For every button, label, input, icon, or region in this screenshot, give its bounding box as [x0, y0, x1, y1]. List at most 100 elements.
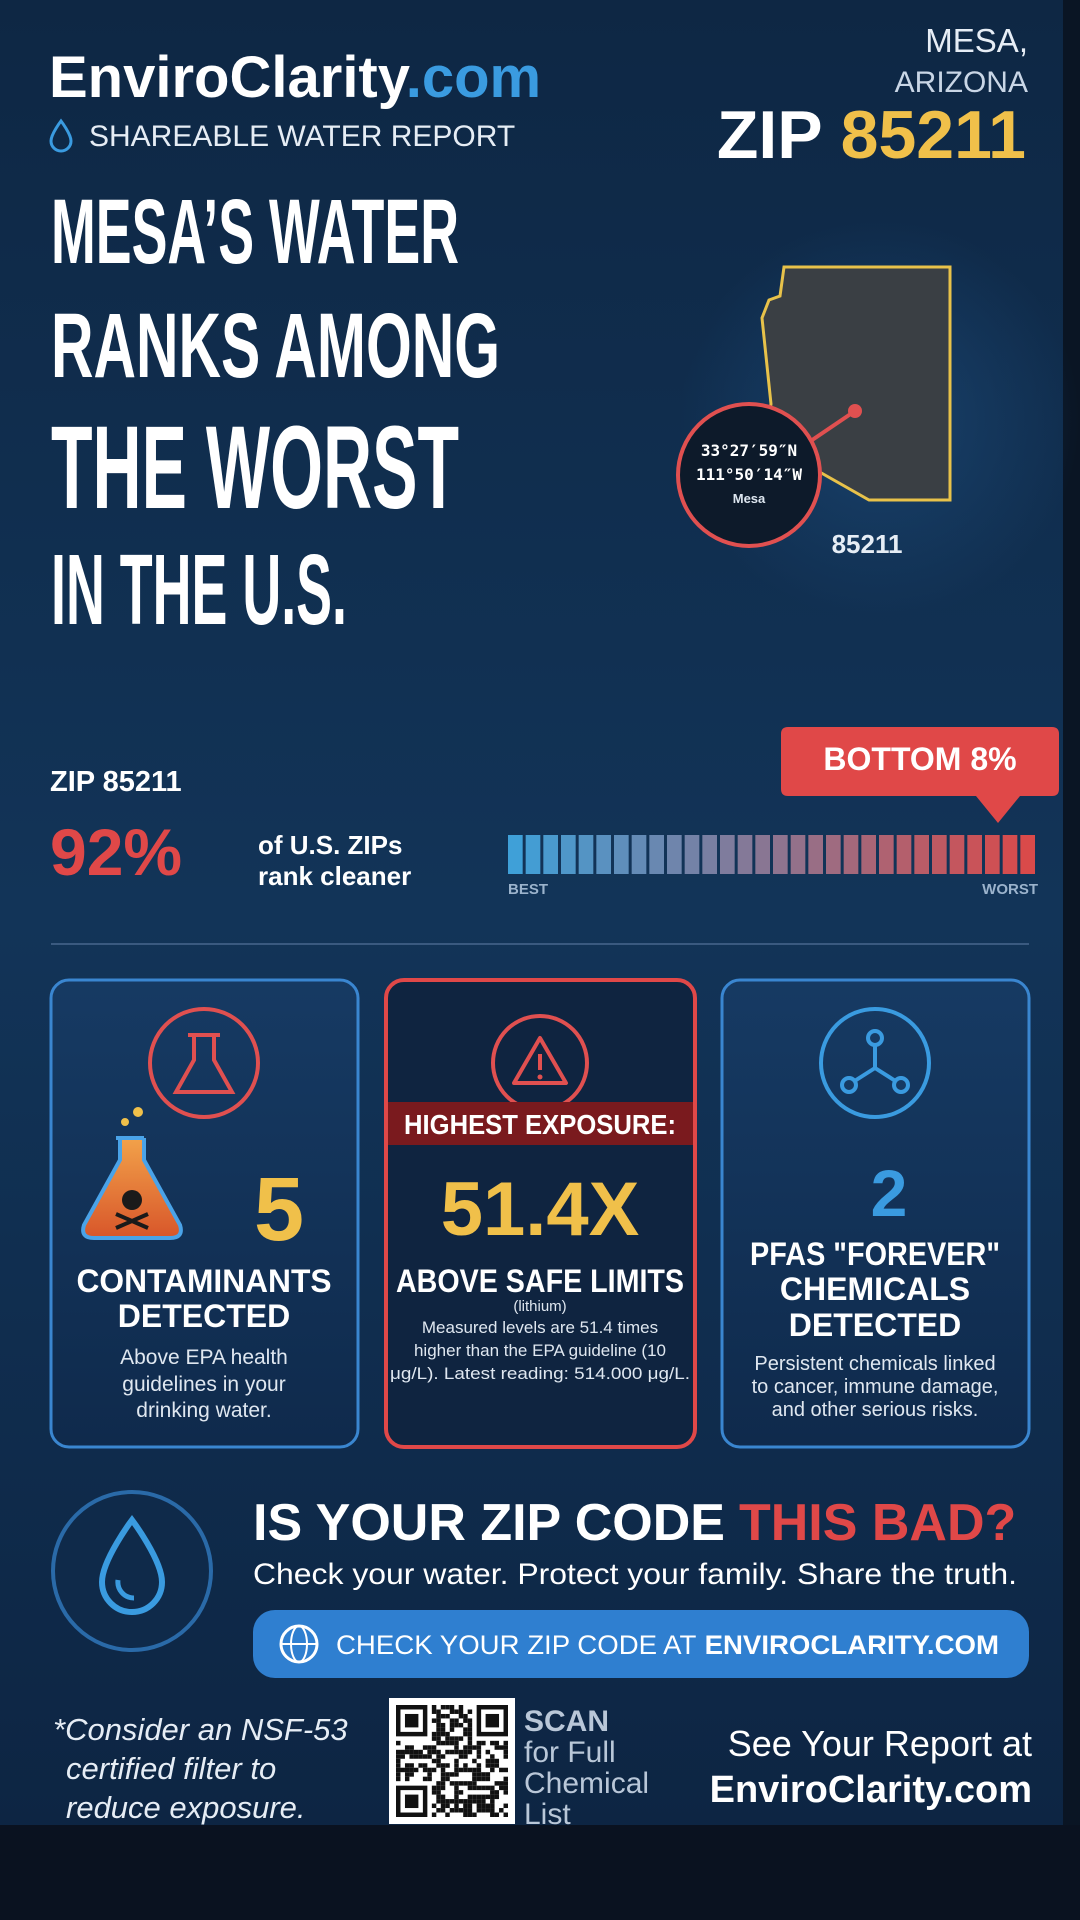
scale-segment: [1020, 835, 1035, 874]
qr-module: [490, 1812, 495, 1817]
cta-button[interactable]: CHECK YOUR ZIP CODE AT ENVIROCLARITY.COM: [253, 1610, 1029, 1678]
qr-module: [431, 1758, 437, 1764]
scale-segment: [861, 835, 876, 874]
qr-module: [467, 1803, 473, 1809]
qr-module: [485, 1758, 491, 1764]
cta-icon: [51, 1490, 213, 1652]
qr-module: [494, 1781, 500, 1786]
scale-segment: [631, 835, 647, 874]
qr-module: [445, 1799, 450, 1804]
ranking-zip: ZIP 85211: [50, 766, 182, 798]
qr-module: [454, 1740, 459, 1746]
qr-module: [481, 1772, 486, 1777]
qr-module: [494, 1790, 500, 1795]
qr-module: [445, 1740, 450, 1746]
longitude: 111°50′14″W: [696, 465, 802, 484]
qr-module: [485, 1803, 491, 1809]
rank-scale: [508, 835, 1035, 874]
qr-module: [458, 1754, 464, 1759]
qr-module: [454, 1763, 459, 1768]
scale-segment: [737, 835, 753, 874]
qr-module: [449, 1781, 455, 1786]
qr-module: [427, 1749, 432, 1755]
qr-module: [404, 1749, 410, 1755]
qr-module: [467, 1812, 473, 1817]
qr-module: [409, 1749, 414, 1755]
qr-module: [472, 1812, 477, 1817]
qr-module: [436, 1722, 441, 1728]
qr-module: [445, 1713, 450, 1719]
scale-segment: [773, 835, 788, 874]
qr-module: [440, 1803, 446, 1809]
scale-segment: [596, 835, 611, 874]
callout-text: BOTTOM 8%: [823, 741, 1016, 777]
qr-module: [400, 1754, 405, 1759]
qr-module: [440, 1772, 446, 1777]
headline-line: IN THE U.S.: [51, 534, 347, 646]
qr-module: [396, 1749, 401, 1755]
qr-module: [440, 1785, 446, 1791]
qr-module: [431, 1812, 437, 1817]
scale-segment: [932, 835, 947, 874]
qr-module: [503, 1812, 508, 1817]
qr-module: [472, 1745, 477, 1750]
qr-module: [413, 1754, 419, 1759]
qr-module: [440, 1776, 446, 1782]
zip-heading: ZIP 85211: [717, 97, 1026, 173]
qr-module: [449, 1709, 455, 1714]
qr-module: [440, 1799, 446, 1804]
qr-module: [467, 1749, 473, 1755]
cta-button-bg[interactable]: [253, 1610, 1029, 1678]
qr-module: [436, 1758, 441, 1764]
cta-button-text[interactable]: CHECK YOUR ZIP CODE AT ENVIROCLARITY.COM: [336, 1630, 999, 1660]
qr-module: [454, 1758, 459, 1764]
qr-module: [436, 1740, 441, 1746]
qr-module: [499, 1781, 504, 1786]
qr-module: [431, 1767, 437, 1773]
qr-module: [454, 1772, 459, 1777]
qr-module: [463, 1718, 468, 1723]
qr-module: [396, 1772, 401, 1777]
card-description: higher than the EPA guideline (10: [414, 1341, 666, 1360]
qr-module: [445, 1705, 450, 1710]
bubble: [121, 1118, 129, 1126]
qr-module: [467, 1722, 473, 1728]
qr-module: [476, 1754, 482, 1759]
ranking-percent: 92%: [50, 815, 182, 889]
headline-line: MESA’S WATER: [51, 181, 459, 283]
card-description: Above EPA health: [120, 1346, 288, 1369]
qr-module: [458, 1767, 464, 1773]
brand: EnviroClarity.com: [49, 45, 541, 110]
qr-module: [440, 1754, 446, 1759]
qr-module: [476, 1740, 482, 1746]
qr-module: [436, 1709, 441, 1714]
cta-drop: [115, 1579, 135, 1601]
card-icon: [148, 1007, 260, 1119]
qr-module: [436, 1785, 441, 1791]
qr-module: [458, 1749, 464, 1755]
qr-module: [436, 1799, 441, 1804]
qr-module: [472, 1758, 477, 1764]
scale-segment: [967, 835, 982, 874]
qr-module: [503, 1785, 508, 1791]
qr-module: [445, 1803, 450, 1809]
qr-module: [499, 1785, 504, 1791]
card-title: ABOVE SAFE LIMITS: [396, 1263, 684, 1299]
edge-strip: [1063, 0, 1080, 1825]
scale-segment: [508, 835, 523, 874]
card-description: μg/L). Latest reading: 514.000 μg/L.: [390, 1364, 690, 1383]
qr-pattern: [396, 1705, 508, 1817]
qr-module: [490, 1790, 495, 1795]
qr-module: [449, 1772, 455, 1777]
report-link[interactable]: EnviroClarity.com: [710, 1769, 1032, 1811]
qr-module: [490, 1758, 495, 1764]
place: Mesa: [733, 491, 766, 506]
qr-module: [463, 1808, 468, 1813]
qr-module: [481, 1785, 486, 1791]
qr-module: [409, 1772, 414, 1777]
qr-module: [494, 1763, 500, 1768]
qr-module: [431, 1745, 437, 1750]
qr-module: [445, 1731, 450, 1737]
qr-module: [458, 1713, 464, 1719]
